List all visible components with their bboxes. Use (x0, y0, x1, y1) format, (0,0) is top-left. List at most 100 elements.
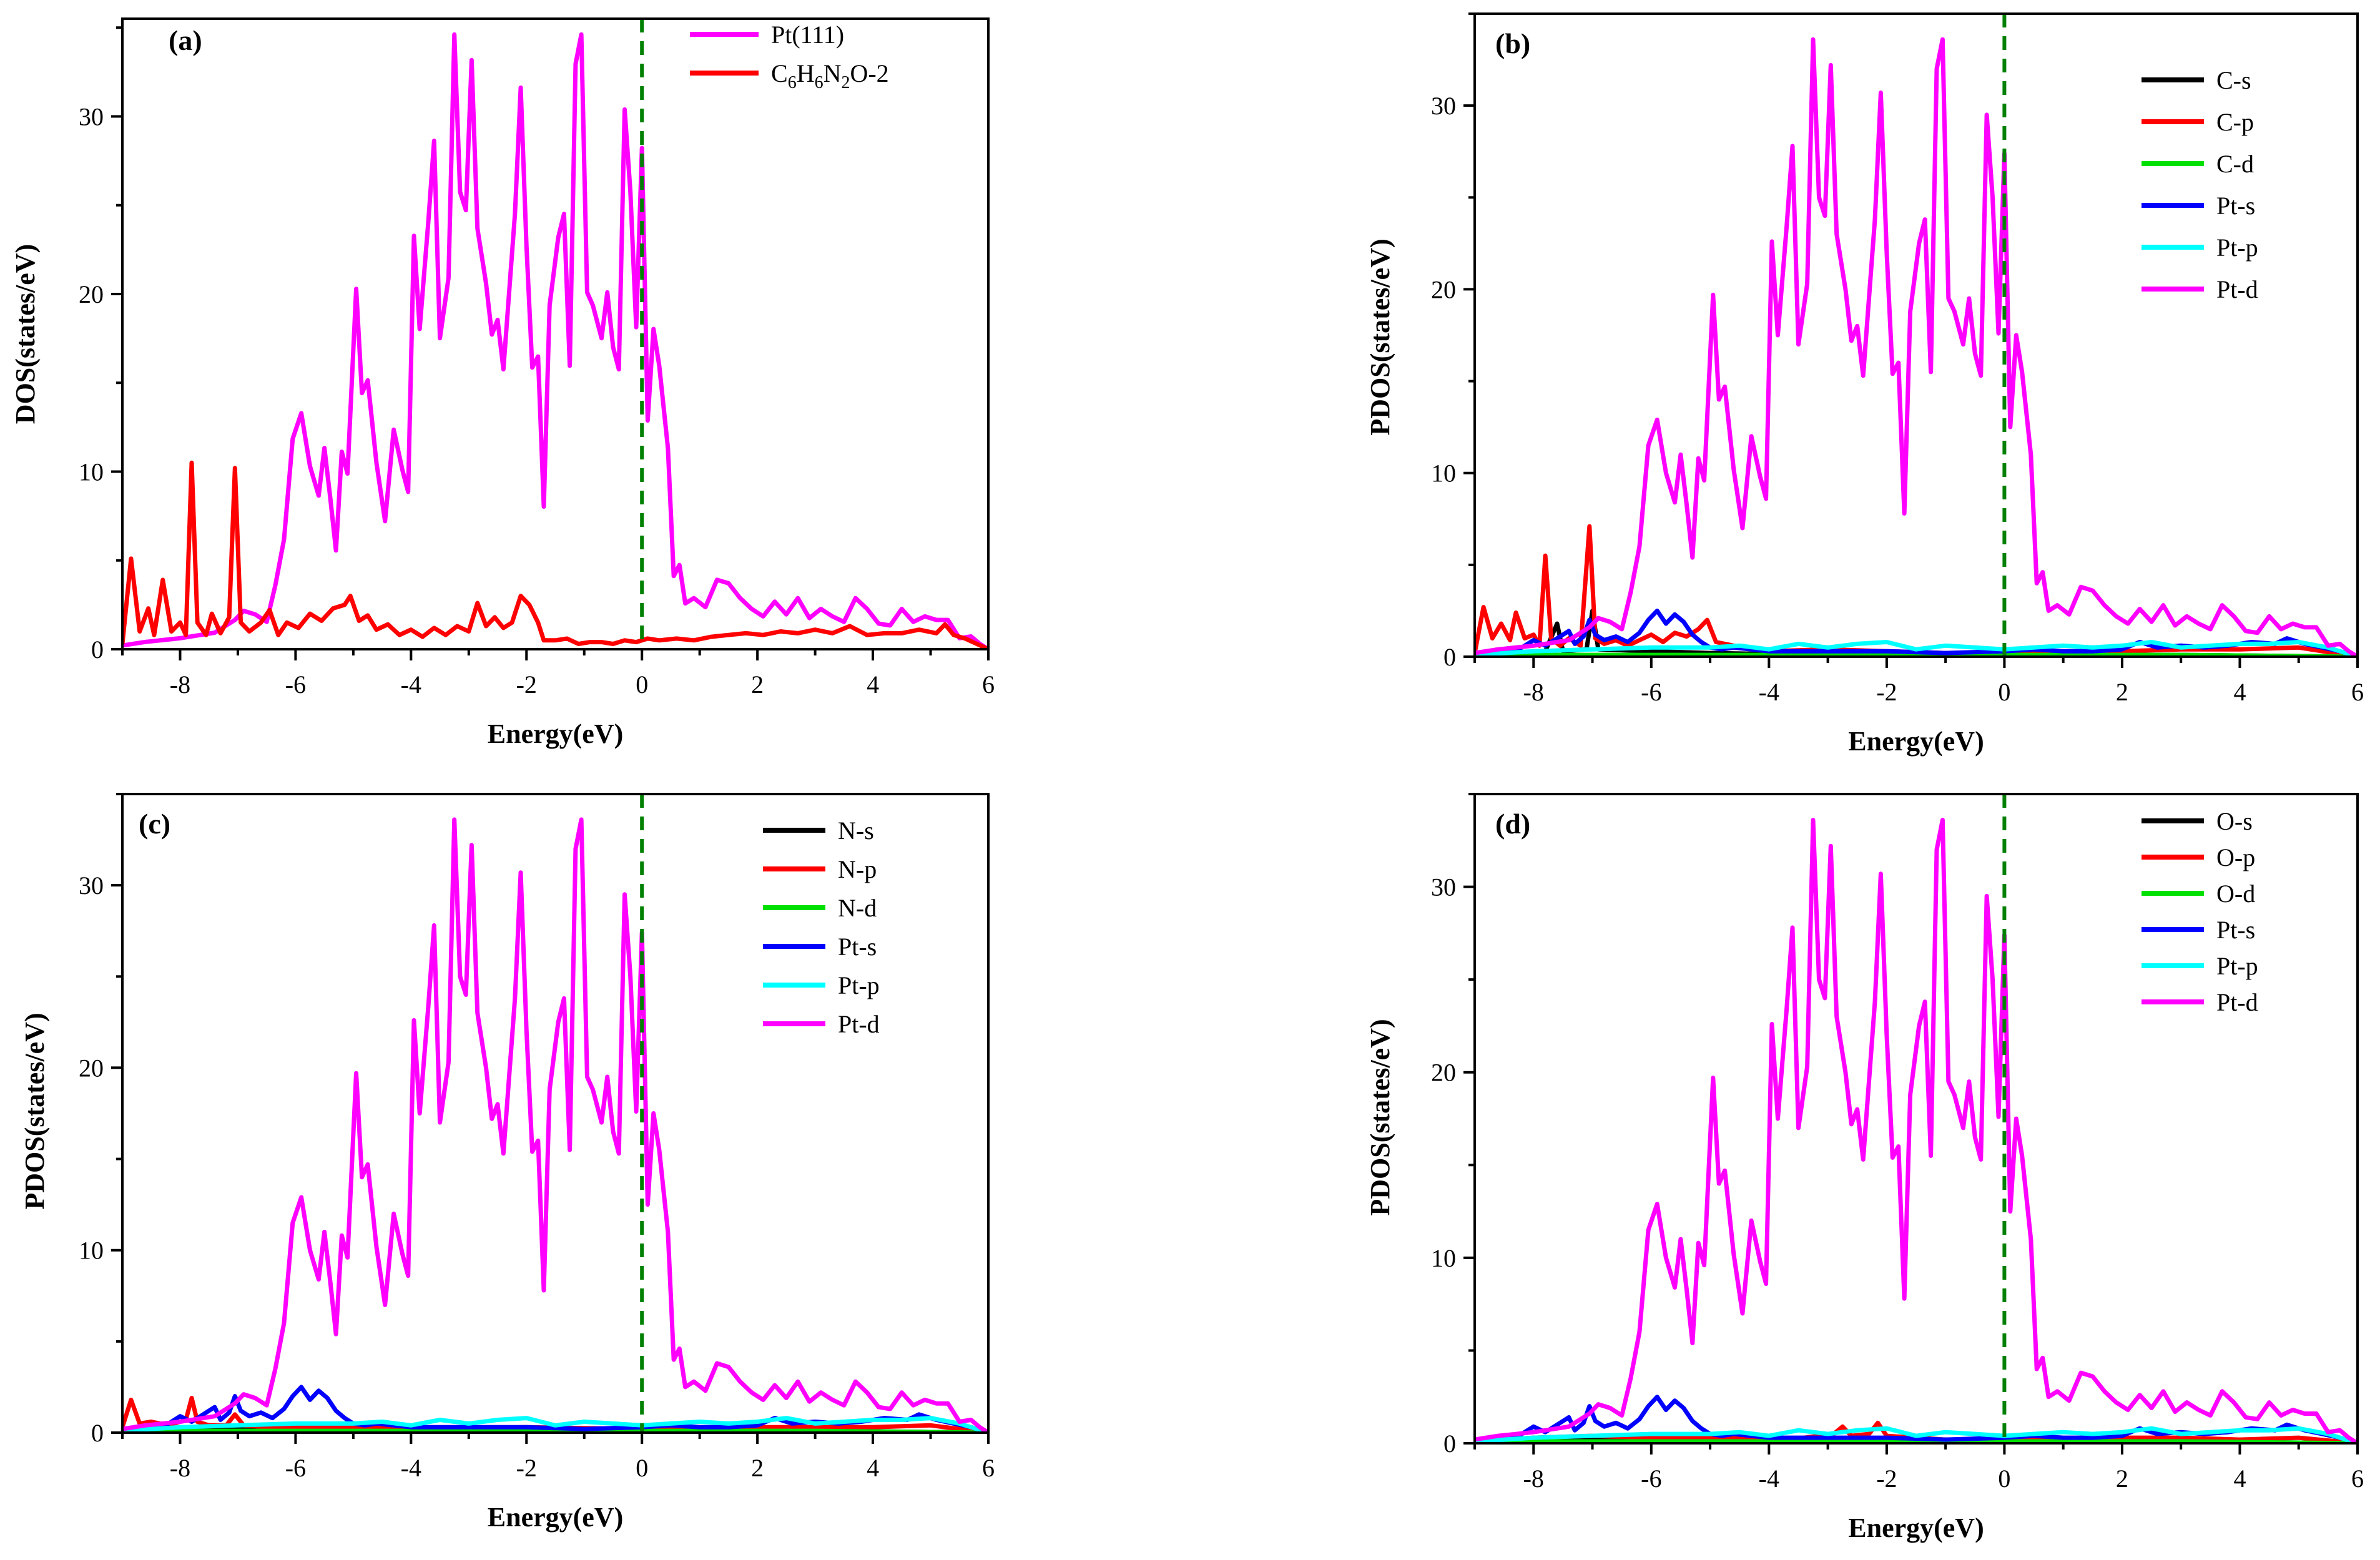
legend-label-pt-d: Pt-d (838, 1010, 880, 1038)
x-tick-label: -2 (516, 1454, 537, 1482)
y-axis-label: DOS(states/eV) (10, 244, 41, 424)
legend-label-pt-d: Pt-d (2216, 988, 2258, 1016)
y-tick-label: 10 (79, 458, 104, 486)
series-line-c6h6n2o-2 (122, 460, 988, 649)
x-axis-label: Energy(eV) (1848, 726, 1984, 757)
legend-label-c-s: C-s (2216, 66, 2251, 94)
panel-c: -8 -6 -4 -2 0 2 4 6 0 10 20 30 Energy(eV) PDOS(states… (19, 793, 995, 1533)
x-tick-label: 0 (1998, 1464, 2010, 1493)
y-tick-label: 30 (1431, 873, 1456, 901)
x-tick-label: -6 (285, 1454, 306, 1482)
series-group (122, 817, 988, 1433)
x-axis-label: Energy(eV) (488, 1502, 624, 1533)
x-tick-label: -8 (170, 1454, 190, 1482)
series-group (1475, 37, 2358, 657)
series-line-pt-p (1475, 1426, 2358, 1443)
panel-a: -8 -6 -4 -2 0 2 4 6 0 10 20 30 Energy(eV) DOS(states/… (10, 17, 995, 749)
panel-label: (c) (139, 808, 170, 840)
x-tick-label: -4 (401, 670, 421, 699)
x-tick-label: -6 (285, 670, 306, 699)
legend-label-n-p: N-p (838, 855, 877, 883)
series-line-pt-111- (122, 32, 988, 649)
series-line-pt-p (1475, 640, 2358, 657)
legend: Pt(111) C6H6N2O-2 (690, 21, 889, 92)
legend-label-c-d: C-d (2216, 150, 2254, 178)
legend-label-pt-p: Pt-p (2216, 952, 2258, 980)
y-tick-label: 30 (1431, 92, 1456, 120)
plot-frame (121, 793, 990, 1434)
plot-frame (121, 17, 990, 650)
y-tick-label: 10 (1431, 1244, 1456, 1272)
x-tick-label: 2 (2116, 1464, 2128, 1493)
y-tick-label: 20 (1431, 275, 1456, 303)
x-tick-label: 0 (636, 1454, 648, 1482)
legend-label-o-d: O-d (2216, 880, 2255, 908)
legend-label-pt-p: Pt-p (838, 971, 880, 999)
x-tick-label: 6 (982, 1454, 995, 1482)
panel-label: (d) (1495, 808, 1530, 840)
x-tick-label: -4 (1759, 678, 1779, 706)
legend-label-c-p: C-p (2216, 108, 2254, 136)
legend-label-c6h6n2o-2: C6H6N2O-2 (771, 59, 889, 92)
x-tick-label: -2 (1876, 1464, 1897, 1493)
x-tick-label: 6 (2351, 678, 2364, 706)
y-tick-label: 30 (79, 102, 104, 130)
x-tick-label: -4 (1759, 1464, 1779, 1493)
y-tick-label: 20 (1431, 1059, 1456, 1087)
legend: C-s C-p C-d Pt-s Pt-p Pt-d (2142, 66, 2258, 303)
series-line-pt-d (122, 817, 988, 1433)
panel-d: -8 -6 -4 -2 0 2 4 6 0 10 20 30 Energy(eV) PDOS(states… (1365, 793, 2364, 1543)
x-tick-label: 2 (751, 670, 764, 699)
legend-label-pt-p: Pt-p (2216, 233, 2258, 262)
x-axis-label: Energy(eV) (488, 719, 624, 749)
panel-label: (a) (169, 24, 202, 56)
x-tick-label: 2 (2116, 678, 2128, 706)
series-line-o-d (1475, 1439, 2358, 1443)
x-tick-label: 6 (2351, 1464, 2364, 1493)
legend-label-pt-d: Pt-d (2216, 275, 2258, 303)
panel-b: -8 -6 -4 -2 0 2 4 6 0 10 20 30 Energy(eV) PDOS(states… (1365, 12, 2364, 757)
y-tick-label: 10 (1431, 459, 1456, 488)
x-tick-label: -8 (1523, 678, 1544, 706)
legend-label-pt-s: Pt-s (2216, 192, 2255, 220)
y-axis-label: PDOS(states/eV) (19, 1013, 50, 1209)
legend-label-pt-s: Pt-s (2216, 916, 2255, 944)
x-tick-label: 4 (2233, 1464, 2246, 1493)
series-line-pt-d (1475, 818, 2358, 1443)
x-tick-label: -2 (516, 670, 537, 699)
legend: N-s N-p N-d Pt-s Pt-p Pt-d (763, 817, 880, 1038)
y-tick-label: 30 (79, 871, 104, 900)
y-tick-label: 20 (79, 280, 104, 308)
legend-label-pt-111-: Pt(111) (771, 21, 844, 49)
series-line-pt-p (122, 1416, 988, 1433)
x-tick-label: 0 (636, 670, 648, 699)
plot-frame (1473, 12, 2359, 658)
x-tick-label: -8 (170, 670, 190, 699)
x-tick-label: -2 (1876, 678, 1897, 706)
series-line-n-d (122, 1428, 988, 1433)
x-tick-label: 4 (867, 1454, 879, 1482)
y-axis-label: PDOS(states/eV) (1365, 1019, 1395, 1215)
series-group (122, 32, 988, 649)
legend-label-pt-s: Pt-s (838, 933, 877, 961)
legend: O-s O-p O-d Pt-s Pt-p Pt-d (2142, 807, 2258, 1016)
x-tick-label: -6 (1641, 678, 1661, 706)
x-tick-label: 4 (2233, 678, 2246, 706)
x-tick-label: 4 (867, 670, 879, 699)
x-tick-label: 2 (751, 1454, 764, 1482)
series-line-c-d (1475, 652, 2358, 657)
y-tick-label: 0 (1443, 643, 1456, 671)
series-line-o-p (1475, 1420, 2358, 1443)
series-line-pt-d (1475, 37, 2358, 657)
x-tick-label: -8 (1523, 1464, 1544, 1493)
y-tick-label: 0 (1443, 1430, 1456, 1458)
x-tick-label: -6 (1641, 1464, 1661, 1493)
panel-label: (b) (1495, 27, 1530, 59)
x-tick-label: -4 (401, 1454, 421, 1482)
legend-label-n-s: N-s (838, 817, 874, 845)
legend-label-o-s: O-s (2216, 807, 2253, 835)
x-tick-label: 0 (1998, 678, 2010, 706)
x-axis-label: Energy(eV) (1848, 1513, 1984, 1543)
y-tick-label: 20 (79, 1054, 104, 1082)
